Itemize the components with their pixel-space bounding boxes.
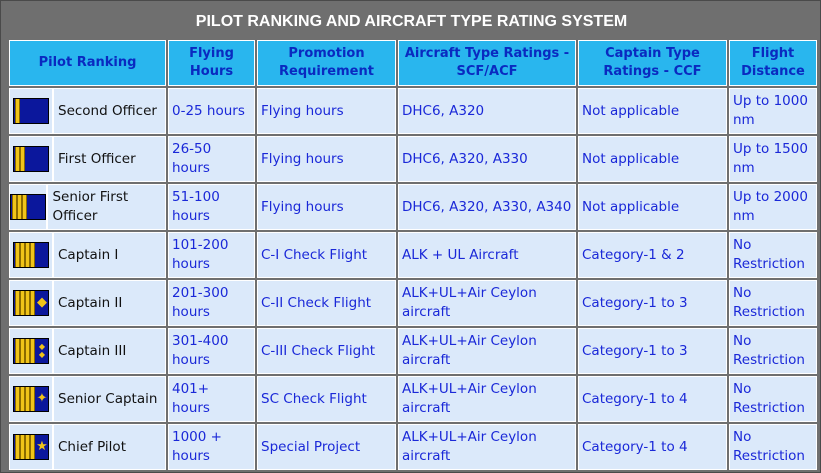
table-row: ✦ Senior Captain 401+ hours SC Check Flight…: [9, 376, 817, 422]
promotion-cell: C-II Check Flight: [257, 280, 396, 326]
rank-cell: ✦ Senior Captain: [9, 376, 166, 422]
table-row: Captain I 101-200 hours C-I Check Flight AL…: [9, 232, 817, 278]
rank-cell: ★ Chief Pilot: [9, 424, 166, 470]
aircraft-type-cell: DHC6, A320, A330, A340: [398, 184, 576, 230]
rank-cell: Senior First Officer: [9, 184, 166, 230]
flight-distance-cell: Up to 1500 nm: [729, 136, 817, 182]
flying-hours-cell: 201-300 hours: [168, 280, 255, 326]
aircraft-type-cell: DHC6, A320: [398, 88, 576, 134]
rank-insignia-icon: ✦: [13, 386, 49, 412]
table-row: Senior First Officer 51-100 hours Flying h…: [9, 184, 817, 230]
promotion-cell: C-III Check Flight: [257, 328, 396, 374]
header-aircraft-type-ratings: Aircraft Type Ratings - SCF/ACF: [398, 40, 576, 86]
captain-type-cell: Category-1 & 2: [578, 232, 727, 278]
rank-name: Captain III: [58, 342, 127, 359]
table-header-row: Pilot Ranking Flying Hours Promotion Req…: [9, 40, 817, 86]
rank-name: First Officer: [58, 150, 136, 167]
page-title: PILOT RANKING AND AIRCRAFT TYPE RATING S…: [195, 13, 628, 30]
captain-type-cell: Category-1 to 4: [578, 376, 727, 422]
rank-name: Captain I: [58, 246, 119, 263]
aircraft-type-cell: ALK + UL Aircraft: [398, 232, 576, 278]
flight-distance-cell: No Restriction: [729, 424, 817, 470]
flying-hours-cell: 26-50 hours: [168, 136, 255, 182]
rank-cell: Captain I: [9, 232, 166, 278]
promotion-cell: SC Check Flight: [257, 376, 396, 422]
ranking-table: Pilot Ranking Flying Hours Promotion Req…: [7, 38, 819, 472]
rank-name: Chief Pilot: [58, 438, 126, 455]
aircraft-type-cell: ALK+UL+Air Ceylon aircraft: [398, 280, 576, 326]
aircraft-type-cell: ALK+UL+Air Ceylon aircraft: [398, 376, 576, 422]
header-pilot-ranking: Pilot Ranking: [9, 40, 166, 86]
captain-type-cell: Category-1 to 4: [578, 424, 727, 470]
captain-type-cell: Not applicable: [578, 184, 727, 230]
captain-type-cell: Not applicable: [578, 88, 727, 134]
captain-type-cell: Not applicable: [578, 136, 727, 182]
captain-type-cell: Category-1 to 3: [578, 280, 727, 326]
rank-name: Second Officer: [58, 102, 157, 119]
promotion-cell: C-I Check Flight: [257, 232, 396, 278]
rank-name: Captain II: [58, 294, 123, 311]
aircraft-type-cell: DHC6, A320, A330: [398, 136, 576, 182]
rank-insignia-icon: ◆ ◆: [13, 338, 49, 364]
rank-insignia-icon: [10, 194, 47, 220]
header-captain-type-ratings: Captain Type Ratings - CCF: [578, 40, 727, 86]
table-row: ◆ ◆ Captain III 301-400 hours C-III Check Fl…: [9, 328, 817, 374]
header-flight-distance: Flight Distance: [729, 40, 817, 86]
promotion-cell: Flying hours: [257, 184, 396, 230]
rank-name: Senior Captain: [58, 390, 158, 407]
aircraft-type-cell: ALK+UL+Air Ceylon aircraft: [398, 328, 576, 374]
compass-star-emblem-icon: ✦: [36, 391, 48, 406]
flight-distance-cell: No Restriction: [729, 232, 817, 278]
header-promotion-requirement: Promotion Requirement: [257, 40, 396, 86]
promotion-cell: Flying hours: [257, 136, 396, 182]
rank-cell: Second Officer: [9, 88, 166, 134]
flying-hours-cell: 0-25 hours: [168, 88, 255, 134]
flight-distance-cell: No Restriction: [729, 376, 817, 422]
star-emblem-icon: ★: [36, 439, 48, 454]
rank-insignia-icon: ★: [13, 434, 49, 460]
header-flying-hours: Flying Hours: [168, 40, 255, 86]
one-diamond-emblem-icon: ◆: [37, 295, 47, 310]
flying-hours-cell: 1000 + hours: [168, 424, 255, 470]
flight-distance-cell: Up to 1000 nm: [729, 88, 817, 134]
flight-distance-cell: No Restriction: [729, 328, 817, 374]
flying-hours-cell: 101-200 hours: [168, 232, 255, 278]
flying-hours-cell: 51-100 hours: [168, 184, 255, 230]
flying-hours-cell: 401+ hours: [168, 376, 255, 422]
table-row: ◆ Captain II 201-300 hours C-II Check Fligh…: [9, 280, 817, 326]
captain-type-cell: Category-1 to 3: [578, 328, 727, 374]
promotion-cell: Flying hours: [257, 88, 396, 134]
table-row: First Officer 26-50 hours Flying hours DHC6…: [9, 136, 817, 182]
rank-insignia-icon: [13, 98, 49, 124]
rank-cell: ◆ ◆ Captain III: [9, 328, 166, 374]
promotion-cell: Special Project: [257, 424, 396, 470]
table-row: Second Officer 0-25 hours Flying hours DHC6…: [9, 88, 817, 134]
rank-insignia-icon: ◆: [13, 290, 49, 316]
table-row: ★ Chief Pilot 1000 + hours Special Project A…: [9, 424, 817, 470]
rank-cell: ◆ Captain II: [9, 280, 166, 326]
rank-insignia-icon: [13, 146, 49, 172]
flight-distance-cell: No Restriction: [729, 280, 817, 326]
flight-distance-cell: Up to 2000 nm: [729, 184, 817, 230]
rank-cell: First Officer: [9, 136, 166, 182]
rank-name: Senior First Officer: [52, 189, 129, 224]
flying-hours-cell: 301-400 hours: [168, 328, 255, 374]
two-diamonds-emblem-icon: ◆ ◆: [38, 342, 46, 359]
aircraft-type-cell: ALK+UL+Air Ceylon aircraft: [398, 424, 576, 470]
rank-insignia-icon: [13, 242, 49, 268]
